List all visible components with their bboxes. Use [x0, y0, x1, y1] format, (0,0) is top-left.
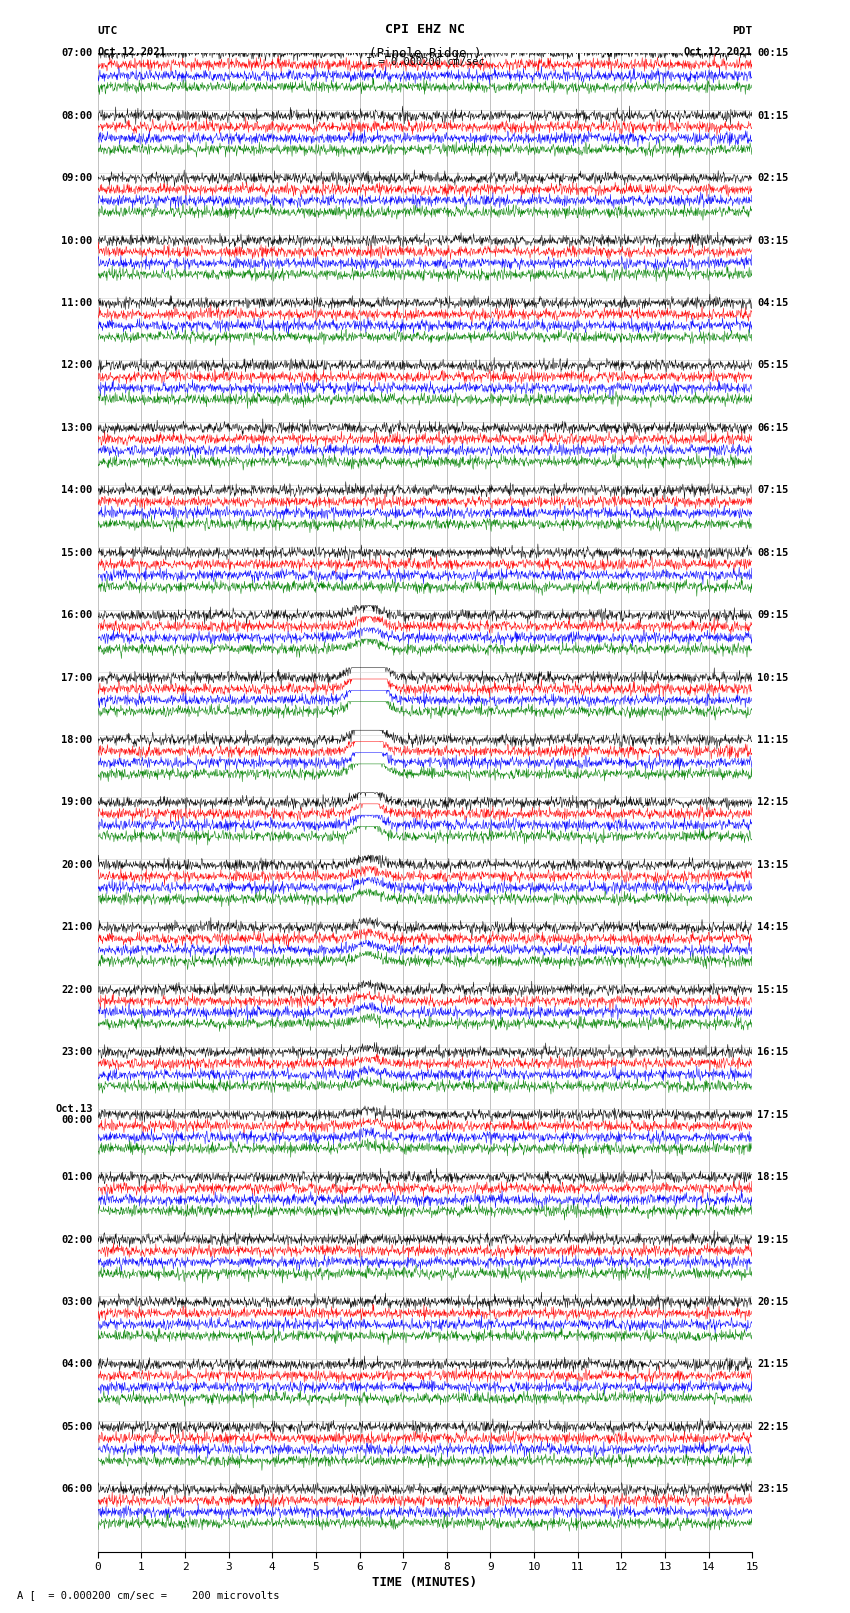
Text: 04:15: 04:15	[757, 298, 789, 308]
Text: 00:15: 00:15	[757, 48, 789, 58]
Text: 21:00: 21:00	[61, 923, 93, 932]
Text: A [  = 0.000200 cm/sec =    200 microvolts: A [ = 0.000200 cm/sec = 200 microvolts	[17, 1590, 280, 1600]
Text: 12:15: 12:15	[757, 797, 789, 808]
Text: (Pinole Ridge ): (Pinole Ridge )	[369, 47, 481, 60]
Text: 09:00: 09:00	[61, 173, 93, 184]
Text: 07:00: 07:00	[61, 48, 93, 58]
Text: 19:15: 19:15	[757, 1234, 789, 1245]
Text: 05:15: 05:15	[757, 360, 789, 371]
Text: 03:15: 03:15	[757, 235, 789, 245]
Text: 08:15: 08:15	[757, 548, 789, 558]
Text: 20:00: 20:00	[61, 860, 93, 869]
Text: 08:00: 08:00	[61, 111, 93, 121]
Text: PDT: PDT	[732, 26, 752, 37]
Text: 22:00: 22:00	[61, 986, 93, 995]
Text: 13:00: 13:00	[61, 423, 93, 432]
Text: 20:15: 20:15	[757, 1297, 789, 1307]
Text: 14:15: 14:15	[757, 923, 789, 932]
Text: 22:15: 22:15	[757, 1421, 789, 1432]
Text: CPI EHZ NC: CPI EHZ NC	[385, 23, 465, 37]
Text: 17:15: 17:15	[757, 1110, 789, 1119]
Text: 01:00: 01:00	[61, 1173, 93, 1182]
Text: 18:15: 18:15	[757, 1173, 789, 1182]
Text: 01:15: 01:15	[757, 111, 789, 121]
Text: 03:00: 03:00	[61, 1297, 93, 1307]
Text: 14:00: 14:00	[61, 486, 93, 495]
Text: 07:15: 07:15	[757, 486, 789, 495]
Text: Oct.13
00:00: Oct.13 00:00	[55, 1103, 93, 1126]
Text: UTC: UTC	[98, 26, 118, 37]
Text: Oct.12,2021: Oct.12,2021	[98, 47, 167, 56]
Text: 10:15: 10:15	[757, 673, 789, 682]
Text: 02:00: 02:00	[61, 1234, 93, 1245]
Text: 16:00: 16:00	[61, 610, 93, 619]
Text: 11:15: 11:15	[757, 736, 789, 745]
Text: 15:00: 15:00	[61, 548, 93, 558]
Text: 18:00: 18:00	[61, 736, 93, 745]
Text: 10:00: 10:00	[61, 235, 93, 245]
Text: 05:00: 05:00	[61, 1421, 93, 1432]
Text: 23:15: 23:15	[757, 1484, 789, 1494]
Text: 04:00: 04:00	[61, 1360, 93, 1369]
Text: 06:00: 06:00	[61, 1484, 93, 1494]
Text: 09:15: 09:15	[757, 610, 789, 619]
Text: 16:15: 16:15	[757, 1047, 789, 1057]
Text: 21:15: 21:15	[757, 1360, 789, 1369]
Text: 13:15: 13:15	[757, 860, 789, 869]
Text: 23:00: 23:00	[61, 1047, 93, 1057]
Text: 11:00: 11:00	[61, 298, 93, 308]
Text: 17:00: 17:00	[61, 673, 93, 682]
Text: Oct.12,2021: Oct.12,2021	[683, 47, 752, 56]
Text: 02:15: 02:15	[757, 173, 789, 184]
Text: 06:15: 06:15	[757, 423, 789, 432]
Text: I = 0.000200 cm/sec: I = 0.000200 cm/sec	[366, 58, 484, 68]
Text: 12:00: 12:00	[61, 360, 93, 371]
X-axis label: TIME (MINUTES): TIME (MINUTES)	[372, 1576, 478, 1589]
Text: 19:00: 19:00	[61, 797, 93, 808]
Text: 15:15: 15:15	[757, 986, 789, 995]
